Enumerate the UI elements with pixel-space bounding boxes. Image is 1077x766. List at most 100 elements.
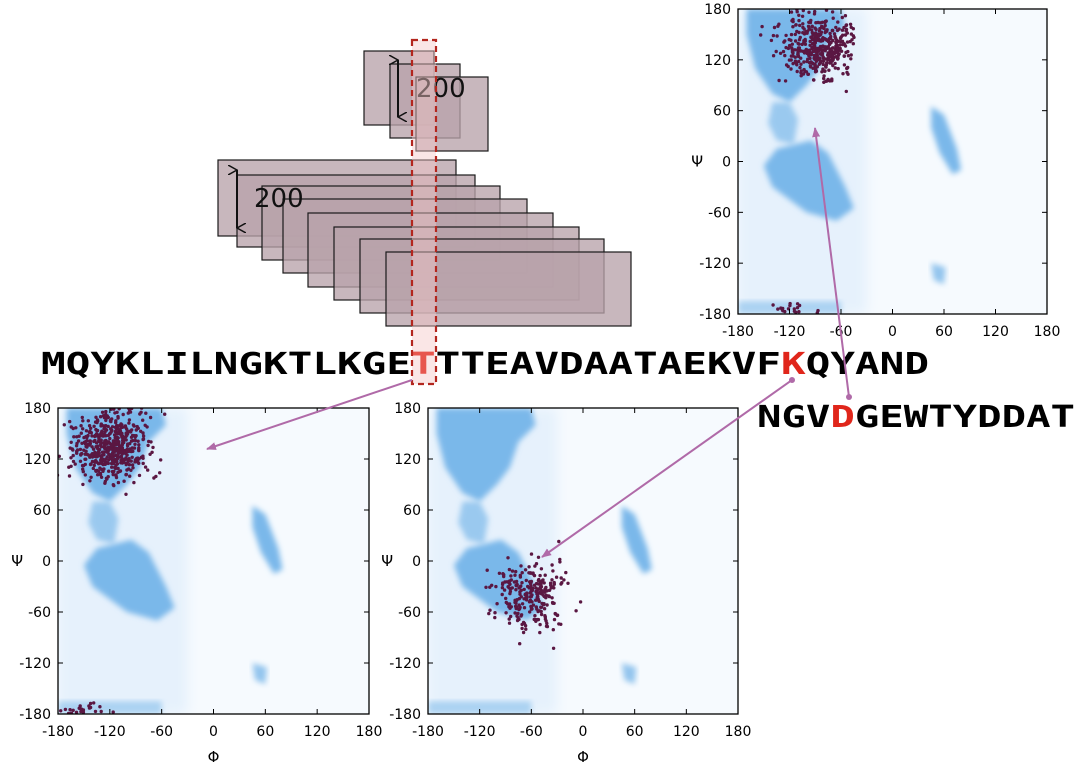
data-point	[99, 460, 103, 465]
data-point	[121, 412, 125, 417]
y-tick-label: -60	[28, 605, 51, 621]
data-point	[793, 48, 797, 52]
data-point	[91, 447, 96, 451]
data-point	[78, 447, 83, 452]
data-point	[522, 587, 526, 592]
data-point	[507, 617, 511, 621]
data-point	[521, 630, 526, 635]
data-point	[109, 447, 113, 451]
data-point	[808, 39, 812, 44]
data-point	[557, 539, 561, 544]
data-point	[117, 424, 122, 428]
data-point	[542, 594, 546, 599]
data-point	[833, 66, 837, 70]
data-point	[111, 483, 116, 487]
data-point	[836, 20, 840, 24]
data-point	[800, 42, 804, 47]
data-point	[71, 448, 75, 452]
x-tick-label: 120	[982, 324, 1009, 340]
data-point	[81, 419, 85, 423]
sequence-suffix: GEWTYDDAT	[855, 400, 1075, 435]
data-point	[120, 447, 125, 451]
data-point	[139, 410, 143, 414]
data-point	[116, 452, 120, 457]
data-point	[532, 583, 537, 587]
data-point	[799, 74, 803, 78]
data-point	[805, 59, 809, 64]
data-point	[840, 28, 845, 32]
data-point	[779, 306, 783, 310]
x-tick-label: -180	[42, 724, 74, 740]
data-point	[796, 46, 801, 50]
y-tick-label: 0	[722, 155, 731, 171]
data-point	[102, 450, 106, 454]
data-point	[534, 562, 539, 566]
data-point	[87, 443, 92, 447]
data-point	[514, 588, 518, 592]
data-point	[527, 565, 531, 569]
data-point	[789, 67, 793, 71]
data-point	[787, 58, 792, 62]
data-point	[795, 29, 799, 34]
data-point	[538, 573, 542, 578]
data-point	[799, 56, 803, 60]
data-point	[114, 473, 118, 478]
data-point	[119, 450, 123, 455]
data-point	[108, 436, 112, 441]
data-point	[772, 25, 777, 30]
data-point	[508, 606, 512, 610]
data-point	[812, 42, 817, 46]
arrow-origin-dot	[789, 377, 795, 383]
data-point	[547, 594, 551, 599]
data-point	[836, 39, 841, 43]
data-point	[810, 35, 814, 40]
data-point	[132, 446, 137, 450]
data-point	[533, 564, 537, 568]
data-point	[71, 453, 75, 458]
data-point	[775, 34, 779, 38]
data-point	[518, 605, 522, 610]
data-point	[801, 9, 805, 13]
data-point	[98, 466, 102, 470]
data-point	[838, 43, 842, 47]
data-point	[778, 51, 783, 55]
data-point	[124, 472, 129, 477]
y-axis-label: Ψ	[691, 153, 703, 171]
data-point	[129, 435, 134, 439]
data-point	[88, 429, 92, 433]
data-point	[827, 37, 832, 41]
data-point	[89, 475, 93, 479]
data-point	[840, 15, 844, 20]
data-point	[823, 23, 827, 28]
data-point	[95, 446, 100, 451]
data-point	[516, 616, 520, 620]
data-point	[108, 456, 112, 461]
data-point	[127, 463, 132, 467]
data-point	[113, 436, 117, 440]
data-point	[154, 474, 158, 479]
data-point	[106, 433, 111, 438]
data-point	[99, 422, 104, 426]
y-tick-label: 120	[394, 452, 421, 468]
data-point	[823, 19, 828, 24]
density-small-region	[252, 663, 268, 685]
data-point	[79, 707, 84, 711]
data-point	[821, 26, 825, 30]
data-point	[807, 54, 811, 58]
data-point	[810, 24, 814, 29]
data-point	[514, 601, 518, 605]
data-point	[820, 70, 824, 74]
data-point	[88, 439, 92, 443]
data-point	[534, 598, 538, 602]
data-point	[141, 434, 146, 438]
data-point	[526, 584, 530, 589]
data-point	[125, 461, 129, 466]
data-point	[841, 72, 845, 76]
data-point	[148, 415, 153, 420]
data-point	[81, 427, 85, 431]
data-point	[95, 418, 100, 422]
sequence-prefix: MQYKLILNGKTLKGE	[41, 347, 411, 382]
data-point	[543, 615, 547, 619]
data-point	[494, 584, 498, 589]
data-point	[518, 575, 523, 579]
